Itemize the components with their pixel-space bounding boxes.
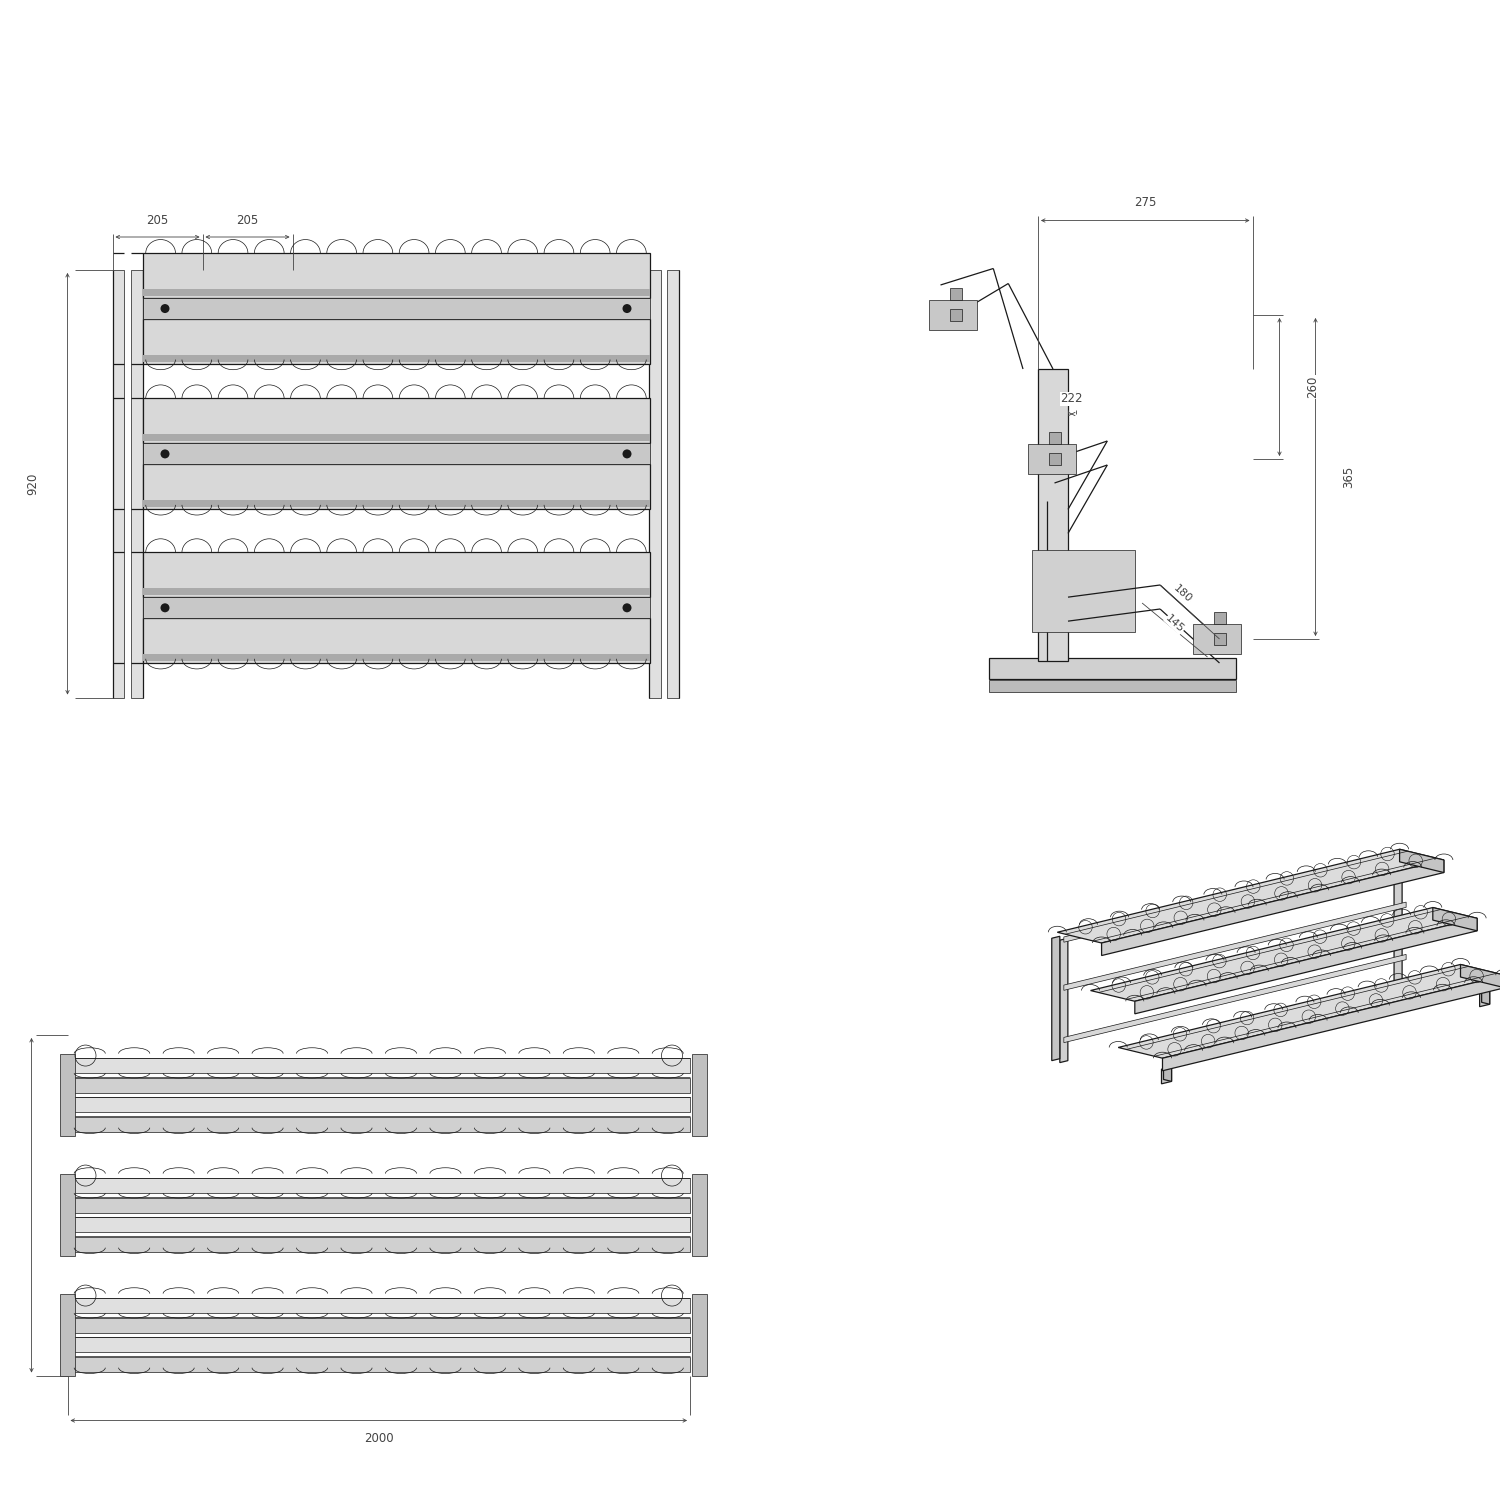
- Polygon shape: [1064, 902, 1406, 990]
- Polygon shape: [1161, 1066, 1172, 1084]
- Bar: [142, 320, 650, 364]
- Bar: [950, 309, 962, 321]
- Bar: [988, 658, 1236, 680]
- Bar: [1028, 444, 1075, 474]
- Bar: [1192, 624, 1240, 654]
- Bar: [142, 654, 650, 662]
- Bar: [68, 1059, 690, 1072]
- Bar: [988, 680, 1236, 692]
- Bar: [1214, 633, 1225, 645]
- Text: 222: 222: [1060, 393, 1083, 405]
- Text: 920: 920: [27, 472, 39, 495]
- Bar: [142, 399, 650, 444]
- Text: 275: 275: [1134, 196, 1156, 208]
- Bar: [68, 1238, 690, 1251]
- Bar: [1048, 453, 1060, 465]
- Bar: [112, 270, 125, 698]
- Text: 740: 740: [0, 1194, 2, 1216]
- Bar: [1038, 369, 1068, 662]
- Bar: [142, 501, 650, 507]
- Bar: [692, 1293, 706, 1376]
- Bar: [928, 300, 976, 330]
- Bar: [68, 1098, 690, 1112]
- Bar: [142, 552, 650, 597]
- Polygon shape: [1052, 936, 1060, 1060]
- Circle shape: [622, 304, 632, 313]
- Polygon shape: [1060, 938, 1068, 1062]
- Polygon shape: [1101, 940, 1110, 951]
- Bar: [1048, 432, 1060, 444]
- Bar: [60, 1053, 75, 1136]
- Text: 205: 205: [237, 214, 258, 226]
- Text: 260: 260: [1306, 376, 1318, 398]
- Bar: [68, 1299, 690, 1312]
- Bar: [142, 290, 650, 296]
- Bar: [650, 270, 662, 698]
- Polygon shape: [1479, 990, 1490, 1006]
- Polygon shape: [1064, 853, 1406, 942]
- Bar: [1032, 550, 1134, 633]
- Bar: [60, 1173, 75, 1256]
- Bar: [68, 1358, 690, 1371]
- Text: 205: 205: [147, 214, 168, 226]
- Bar: [60, 1293, 75, 1376]
- Polygon shape: [1090, 908, 1478, 1002]
- Polygon shape: [1136, 918, 1478, 1014]
- Bar: [68, 1179, 690, 1192]
- Polygon shape: [1400, 849, 1444, 873]
- Bar: [692, 1053, 706, 1136]
- Bar: [130, 270, 142, 698]
- Bar: [142, 298, 650, 320]
- Circle shape: [160, 304, 170, 313]
- Bar: [692, 1173, 706, 1256]
- Polygon shape: [1461, 964, 1500, 988]
- Bar: [68, 1318, 690, 1332]
- Text: 365: 365: [1342, 466, 1354, 488]
- Bar: [68, 1338, 690, 1352]
- Text: 145: 145: [1164, 614, 1186, 634]
- Bar: [142, 254, 650, 298]
- Circle shape: [160, 450, 170, 459]
- Bar: [668, 270, 680, 698]
- Bar: [142, 465, 650, 510]
- Polygon shape: [1394, 856, 1402, 981]
- Bar: [142, 588, 650, 596]
- Bar: [68, 1198, 690, 1212]
- Bar: [68, 1118, 690, 1131]
- Bar: [142, 618, 650, 663]
- Polygon shape: [1164, 1065, 1172, 1082]
- Circle shape: [622, 603, 632, 612]
- Polygon shape: [1064, 954, 1406, 1042]
- Polygon shape: [1101, 859, 1444, 956]
- Circle shape: [622, 450, 632, 459]
- Bar: [68, 1078, 690, 1092]
- Text: 180: 180: [1172, 584, 1194, 604]
- Bar: [142, 435, 650, 441]
- Polygon shape: [1118, 964, 1500, 1058]
- Polygon shape: [1482, 987, 1490, 1005]
- Bar: [1214, 612, 1225, 624]
- Bar: [142, 597, 650, 618]
- Polygon shape: [1058, 849, 1444, 944]
- Bar: [950, 288, 962, 300]
- Bar: [142, 444, 650, 465]
- Polygon shape: [1162, 975, 1500, 1071]
- Bar: [142, 356, 650, 362]
- Polygon shape: [1432, 908, 1478, 932]
- Bar: [68, 1218, 690, 1231]
- Circle shape: [160, 603, 170, 612]
- Text: 2000: 2000: [364, 1432, 393, 1444]
